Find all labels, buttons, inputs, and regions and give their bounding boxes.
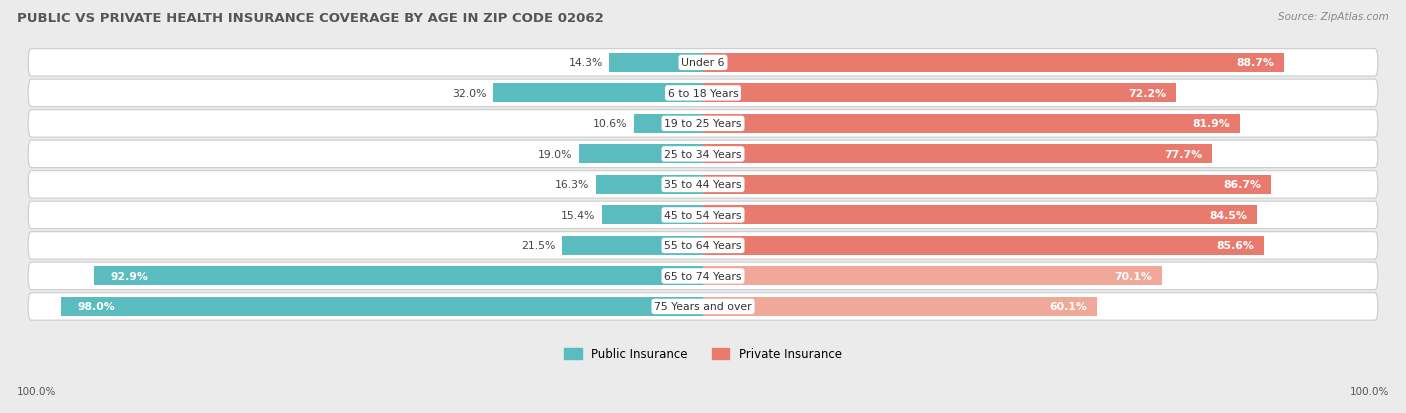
FancyBboxPatch shape [28, 232, 1378, 259]
Text: 72.2%: 72.2% [1128, 89, 1166, 99]
Text: 88.7%: 88.7% [1236, 58, 1274, 68]
Text: 25 to 34 Years: 25 to 34 Years [664, 150, 742, 159]
Bar [703, 115, 1240, 133]
Legend: Public Insurance, Private Insurance: Public Insurance, Private Insurance [560, 343, 846, 366]
Text: 81.9%: 81.9% [1192, 119, 1230, 129]
Text: 19.0%: 19.0% [537, 150, 572, 159]
FancyBboxPatch shape [28, 80, 1378, 107]
Text: 65 to 74 Years: 65 to 74 Years [664, 271, 742, 281]
Text: 21.5%: 21.5% [522, 241, 555, 251]
Bar [94, 267, 703, 286]
Bar [703, 84, 1175, 103]
Bar [578, 145, 703, 164]
Text: 75 Years and over: 75 Years and over [654, 302, 752, 312]
Text: 35 to 44 Years: 35 to 44 Years [664, 180, 742, 190]
Bar [494, 84, 703, 103]
Text: 10.6%: 10.6% [592, 119, 627, 129]
Text: 32.0%: 32.0% [453, 89, 486, 99]
Bar [596, 176, 703, 195]
Text: 55 to 64 Years: 55 to 64 Years [664, 241, 742, 251]
Bar [609, 54, 703, 73]
Text: 85.6%: 85.6% [1216, 241, 1254, 251]
Text: Source: ZipAtlas.com: Source: ZipAtlas.com [1278, 12, 1389, 22]
Bar [703, 236, 1264, 255]
Bar [60, 297, 703, 316]
Text: 16.3%: 16.3% [555, 180, 589, 190]
FancyBboxPatch shape [28, 171, 1378, 199]
Bar [562, 236, 703, 255]
Text: 70.1%: 70.1% [1115, 271, 1153, 281]
FancyBboxPatch shape [28, 263, 1378, 290]
Text: 45 to 54 Years: 45 to 54 Years [664, 210, 742, 221]
Text: Under 6: Under 6 [682, 58, 724, 68]
Bar [703, 206, 1257, 225]
Text: 100.0%: 100.0% [17, 387, 56, 396]
Text: 84.5%: 84.5% [1209, 210, 1247, 221]
Text: 19 to 25 Years: 19 to 25 Years [664, 119, 742, 129]
Bar [703, 297, 1097, 316]
Text: 100.0%: 100.0% [1350, 387, 1389, 396]
Text: 6 to 18 Years: 6 to 18 Years [668, 89, 738, 99]
Text: PUBLIC VS PRIVATE HEALTH INSURANCE COVERAGE BY AGE IN ZIP CODE 02062: PUBLIC VS PRIVATE HEALTH INSURANCE COVER… [17, 12, 603, 25]
FancyBboxPatch shape [28, 202, 1378, 229]
Text: 14.3%: 14.3% [568, 58, 603, 68]
Text: 15.4%: 15.4% [561, 210, 596, 221]
Bar [703, 176, 1271, 195]
Text: 98.0%: 98.0% [77, 302, 115, 312]
Bar [634, 115, 703, 133]
Text: 77.7%: 77.7% [1164, 150, 1202, 159]
FancyBboxPatch shape [28, 141, 1378, 168]
Bar [703, 267, 1163, 286]
Text: 60.1%: 60.1% [1049, 302, 1087, 312]
FancyBboxPatch shape [28, 50, 1378, 77]
FancyBboxPatch shape [28, 293, 1378, 320]
Text: 92.9%: 92.9% [111, 271, 149, 281]
Bar [703, 145, 1212, 164]
Bar [703, 54, 1284, 73]
FancyBboxPatch shape [28, 110, 1378, 138]
Bar [602, 206, 703, 225]
Text: 86.7%: 86.7% [1223, 180, 1261, 190]
